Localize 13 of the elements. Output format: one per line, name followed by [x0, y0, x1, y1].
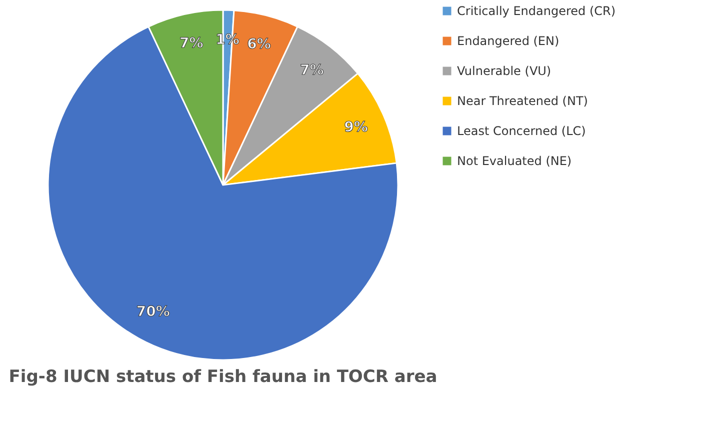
data-label: 70%: [136, 304, 170, 320]
data-label: 1%: [216, 32, 240, 48]
legend-label: Not Evaluated (NE): [457, 154, 572, 168]
legend-label: Vulnerable (VU): [457, 64, 552, 78]
legend-label: Near Threatened (NT): [457, 94, 588, 108]
data-label: 7%: [179, 35, 204, 52]
legend-label: Critically Endangered (CR): [457, 4, 616, 18]
data-label: 7%: [300, 62, 324, 78]
data-label: 9%: [344, 119, 368, 136]
legend-label: Least Concerned (LC): [457, 124, 586, 138]
text: Fig-8 IUCN status of Fish fauna in TOCR area: [8, 367, 438, 387]
legend-label: Endangered (EN): [457, 34, 560, 48]
data-label: 6%: [247, 36, 271, 53]
